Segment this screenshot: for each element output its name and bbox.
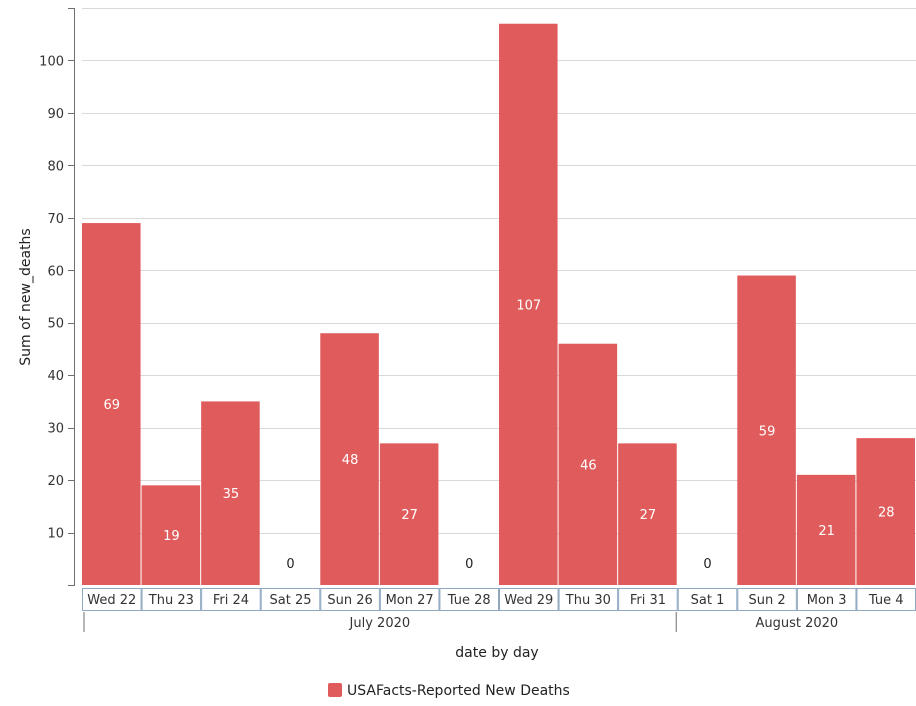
bar-value-label: 46 [580, 458, 597, 473]
x-category-box [618, 588, 678, 611]
x-category-label: Fri 31 [630, 593, 666, 608]
y-tick-label: 20 [47, 474, 64, 489]
x-category-box [201, 588, 261, 611]
y-tick-label: 50 [47, 317, 64, 332]
x-category-label: Sun 26 [327, 593, 372, 608]
x-category-label: Thu 23 [148, 593, 194, 608]
bar-value-label: 0 [703, 557, 711, 572]
bar[interactable] [379, 443, 439, 585]
bar[interactable] [618, 443, 677, 585]
bar-value-label: 59 [759, 424, 776, 439]
y-axis-ticks: 10 20 30 40 50 60 70 80 90 100 [39, 8, 75, 586]
bar-value-label: 27 [401, 508, 418, 523]
x-category-box [558, 588, 619, 611]
legend[interactable]: USAFacts-Reported New Deaths [328, 683, 570, 699]
bar[interactable] [558, 343, 618, 585]
y-tick-label: 10 [47, 527, 64, 542]
bar[interactable] [201, 401, 260, 585]
bar-value-label: 107 [516, 298, 541, 313]
bar-value-label: 28 [878, 506, 895, 521]
bar[interactable] [796, 474, 856, 585]
bar[interactable] [82, 223, 141, 585]
x-category-label: Mon 27 [386, 593, 434, 608]
x-category-box [737, 588, 797, 611]
x-category-label: Sat 1 [691, 593, 725, 608]
bar-labels: 69 19 35 0 48 27 0 107 46 27 0 59 21 28 [104, 298, 895, 572]
legend-label: USAFacts-Reported New Deaths [347, 683, 570, 699]
bar[interactable] [737, 275, 796, 585]
x-axis-groups: July 2020 August 2020 [83, 612, 838, 632]
bar-value-label: 48 [342, 453, 359, 468]
x-group-label: August 2020 [755, 616, 838, 631]
legend-swatch [328, 683, 342, 697]
x-axis-categories: Wed 22 Thu 23 Fri 24 Sat 25 Sun 26 Mon 27 Tue … [82, 588, 916, 611]
x-category-box [439, 588, 499, 611]
bar[interactable] [141, 485, 201, 585]
y-tick-label: 100 [39, 54, 64, 69]
x-category-box [677, 588, 738, 611]
x-category-label: Thu 30 [565, 593, 611, 608]
x-category-box [796, 588, 857, 611]
bar[interactable] [320, 333, 379, 585]
x-group-label: July 2020 [349, 616, 411, 631]
y-tick-label: 80 [47, 159, 64, 174]
bar-value-label: 21 [818, 524, 835, 539]
y-tick-label: 30 [47, 422, 64, 437]
x-category-label: Tue 4 [868, 593, 904, 608]
x-category-box [320, 588, 380, 611]
bar-value-label: 27 [640, 508, 657, 523]
x-category-label: Sat 25 [270, 593, 312, 608]
x-category-label: Tue 28 [447, 593, 491, 608]
x-category-box [379, 588, 440, 611]
x-category-box [499, 588, 559, 611]
y-tick-label: 90 [47, 107, 64, 122]
bars [82, 23, 915, 585]
y-axis-title: Sum of new_deaths [18, 228, 34, 365]
bar[interactable] [499, 23, 558, 585]
x-category-label: Sun 2 [749, 593, 786, 608]
bar-value-label: 69 [104, 398, 121, 413]
y-tick-label: 60 [47, 264, 64, 279]
bar-value-label: 35 [223, 487, 240, 502]
x-category-label: Mon 3 [807, 593, 847, 608]
bar[interactable] [856, 438, 915, 585]
x-category-box [141, 588, 202, 611]
x-category-label: Wed 29 [504, 593, 553, 608]
y-tick-label: 70 [47, 212, 64, 227]
y-tick-label: 40 [47, 369, 64, 384]
x-category-box [82, 588, 142, 611]
x-category-label: Wed 22 [87, 593, 136, 608]
bar-value-label: 0 [286, 557, 294, 572]
bar-value-label: 19 [163, 529, 180, 544]
x-axis-title: date by day [455, 645, 538, 661]
x-category-label: Fri 24 [213, 593, 249, 608]
x-category-box [260, 588, 321, 611]
bar-value-label: 0 [465, 557, 473, 572]
